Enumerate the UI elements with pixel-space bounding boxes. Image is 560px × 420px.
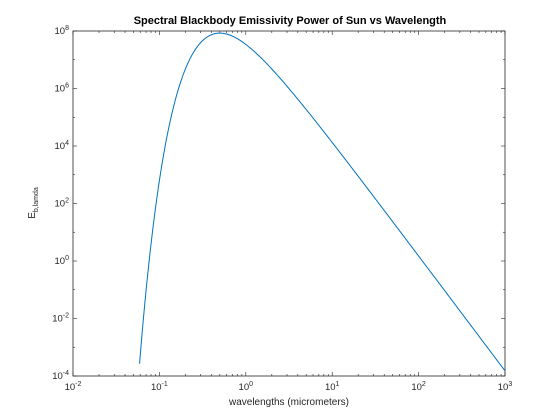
y-tick-label: 10-4 bbox=[52, 370, 69, 382]
tick-label-group: 10-2 10-1 100 101 102 10310-410-2100102104106… bbox=[52, 25, 512, 393]
y-tick-label-base: 10 bbox=[55, 84, 66, 95]
chart-title: Spectral Blackbody Emissivity Power of S… bbox=[134, 15, 447, 27]
y-tick-label-exponent: -4 bbox=[63, 370, 69, 377]
y-tick-label-base: 10 bbox=[55, 256, 66, 267]
x-tick-label-base: 10 bbox=[239, 382, 250, 393]
x-tick-label-base: 10 bbox=[498, 382, 509, 393]
tick-group bbox=[72, 30, 506, 377]
y-tick-label-exponent: 6 bbox=[65, 83, 69, 90]
y-tick-label: 10-2 bbox=[52, 313, 69, 325]
x-tick-label-exponent: 0 bbox=[249, 381, 253, 388]
axes-box bbox=[72, 30, 506, 377]
y-tick-label-exponent: 0 bbox=[65, 255, 69, 262]
x-tick-label-exponent: 2 bbox=[422, 381, 426, 388]
y-tick-label-exponent: 4 bbox=[65, 140, 69, 147]
x-tick-label-exponent: -1 bbox=[162, 381, 168, 388]
y-tick-label: 100 bbox=[55, 255, 70, 267]
y-tick-label-exponent: -2 bbox=[63, 313, 69, 320]
y-tick-label-base: 10 bbox=[52, 314, 63, 325]
x-tick-label: 103 bbox=[498, 381, 513, 393]
y-tick-label: 106 bbox=[55, 83, 70, 95]
x-tick-label-exponent: -2 bbox=[75, 381, 81, 388]
series-line-blackbody bbox=[139, 32, 506, 372]
y-tick-label: 108 bbox=[55, 25, 70, 37]
x-tick-label: 102 bbox=[411, 381, 426, 393]
y-tick-label-base: 10 bbox=[55, 26, 66, 37]
x-tick-label-exponent: 1 bbox=[336, 381, 340, 388]
x-tick-label-base: 10 bbox=[65, 382, 76, 393]
y-axis-label-subscript: b,lamda bbox=[33, 187, 40, 212]
x-tick-label-base: 10 bbox=[151, 382, 162, 393]
y-axis-label-main: E bbox=[27, 212, 38, 219]
y-tick-label-exponent: 8 bbox=[65, 25, 69, 32]
x-tick-label: 10-2 bbox=[65, 381, 82, 393]
x-tick-label: 100 bbox=[239, 381, 254, 393]
y-tick-label-exponent: 2 bbox=[65, 198, 69, 205]
y-tick-label-base: 10 bbox=[55, 141, 66, 152]
y-tick-label-base: 10 bbox=[52, 371, 63, 382]
y-tick-label: 104 bbox=[55, 140, 70, 152]
x-tick-label-base: 10 bbox=[411, 382, 422, 393]
y-tick-label: 102 bbox=[55, 198, 70, 210]
y-axis-label: Eb,lamda bbox=[27, 187, 40, 219]
x-axis-label: wavelengths (micrometers) bbox=[228, 397, 349, 408]
x-tick-label-exponent: 3 bbox=[508, 381, 512, 388]
x-tick-label: 10-1 bbox=[151, 381, 168, 393]
y-tick-label-base: 10 bbox=[55, 199, 66, 210]
x-tick-label-base: 10 bbox=[325, 382, 336, 393]
x-tick-label: 101 bbox=[325, 381, 340, 393]
